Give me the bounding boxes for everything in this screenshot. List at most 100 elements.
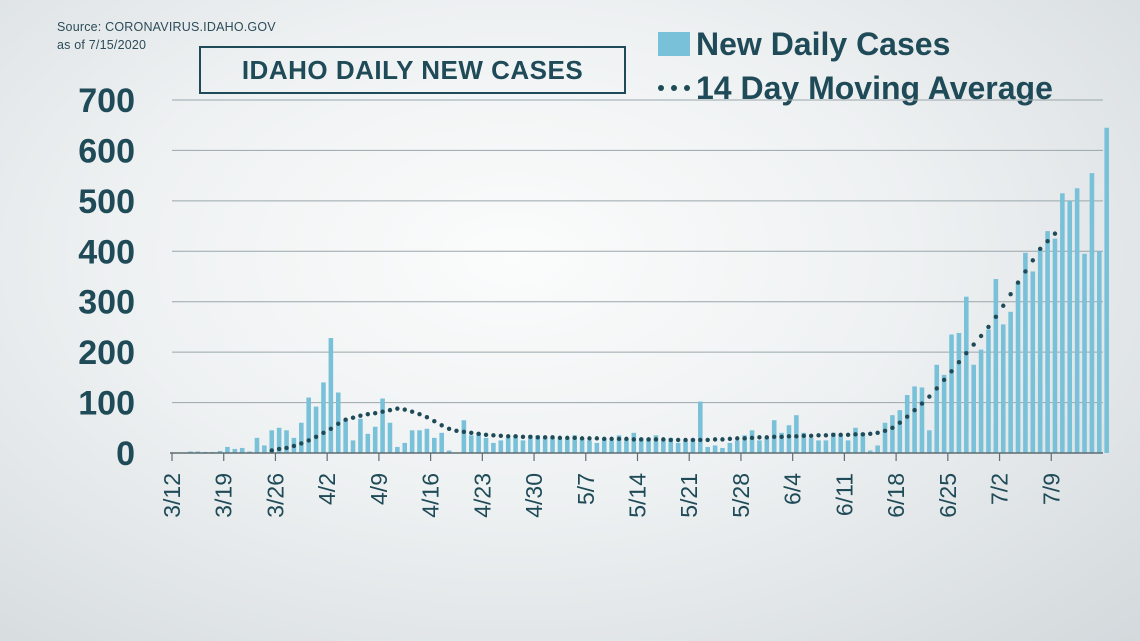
bar	[365, 433, 371, 453]
bar	[1008, 311, 1013, 453]
moving-average-point	[941, 377, 947, 383]
moving-average-point	[749, 435, 755, 441]
moving-average-point	[845, 432, 851, 438]
x-tick-label: 6/4	[780, 473, 806, 505]
bar	[232, 448, 238, 453]
moving-average-point	[890, 425, 895, 430]
x-tick-label: 4/2	[314, 473, 340, 505]
bar	[1074, 188, 1080, 453]
bar	[986, 329, 991, 453]
bar	[1023, 252, 1028, 453]
bar	[734, 440, 740, 453]
moving-average-point	[469, 430, 474, 436]
bar	[749, 430, 755, 453]
moving-average-point	[868, 431, 873, 437]
bar	[262, 445, 267, 453]
bar	[1000, 324, 1006, 453]
moving-average-point	[542, 435, 548, 440]
y-tick-label: 700	[78, 82, 135, 120]
bar	[616, 435, 622, 453]
bar	[350, 440, 356, 453]
moving-average-point	[971, 342, 976, 347]
moving-average-point	[860, 432, 866, 437]
bar	[838, 435, 843, 453]
bar	[919, 387, 925, 453]
bar	[343, 420, 348, 453]
x-tick-label: 3/12	[159, 473, 185, 518]
y-tick-label: 200	[78, 334, 135, 372]
bar	[306, 397, 311, 453]
bar	[395, 446, 400, 453]
bar	[417, 430, 422, 453]
moving-average-point	[269, 448, 274, 453]
bar	[661, 438, 666, 453]
bar	[860, 432, 866, 453]
x-tick-label: 7/2	[987, 473, 1013, 505]
bar	[587, 440, 592, 453]
bar	[757, 440, 762, 453]
bar	[483, 437, 489, 453]
bar	[1104, 127, 1109, 453]
moving-average-point	[402, 407, 407, 412]
bar	[831, 432, 836, 453]
bar	[675, 442, 681, 453]
moving-average-point	[439, 423, 444, 428]
bar	[853, 427, 858, 453]
bar	[727, 442, 733, 453]
moving-average-point	[336, 421, 341, 426]
moving-average-point	[550, 435, 555, 440]
bar	[912, 386, 917, 453]
moving-average-point	[624, 436, 629, 442]
moving-average-point	[631, 437, 637, 442]
bar	[402, 442, 408, 453]
bar	[432, 437, 437, 453]
bar	[284, 430, 289, 453]
bar	[978, 349, 984, 453]
bar	[299, 422, 304, 453]
bar	[609, 440, 614, 453]
moving-average-point	[1037, 246, 1043, 251]
y-tick-label: 400	[78, 233, 135, 271]
bar	[358, 418, 363, 453]
moving-average-point	[875, 430, 880, 436]
moving-average-point	[897, 420, 903, 425]
bar	[247, 451, 252, 453]
moving-average-point	[956, 360, 962, 365]
bar	[956, 332, 962, 453]
bar	[1089, 173, 1095, 453]
x-tick-label: 6/18	[883, 473, 909, 518]
bar	[321, 382, 326, 453]
moving-average-point	[735, 436, 740, 441]
bar	[276, 427, 282, 453]
y-tick-label: 100	[78, 385, 135, 423]
moving-average-point	[771, 434, 777, 440]
moving-average-point	[483, 432, 489, 438]
moving-average-point	[491, 433, 496, 438]
bar	[683, 440, 688, 453]
bar	[1060, 193, 1065, 454]
moving-average-point	[986, 324, 991, 330]
moving-average-point	[1023, 269, 1028, 274]
x-tick-label: 3/19	[211, 473, 237, 518]
bar	[513, 435, 518, 453]
moving-average-point	[1008, 291, 1013, 297]
moving-average-point	[838, 432, 843, 438]
bar	[794, 415, 799, 453]
moving-average-point	[978, 333, 984, 339]
moving-average-point	[446, 426, 452, 431]
bar	[313, 406, 319, 453]
moving-average-series	[269, 231, 1058, 453]
moving-average-point	[602, 436, 607, 442]
x-axis	[170, 452, 1103, 461]
moving-average-point	[794, 434, 799, 439]
legend-item-new-daily-cases: New Daily Cases	[658, 22, 1053, 66]
bar	[668, 437, 674, 453]
bar	[446, 450, 452, 453]
moving-average-point	[395, 406, 400, 411]
legend-bar-swatch	[658, 32, 690, 56]
bar	[712, 445, 718, 453]
moving-average-point	[313, 434, 319, 440]
bar	[528, 435, 533, 453]
x-tick-label: 4/30	[521, 473, 547, 518]
date-note: as of 7/15/2020	[57, 38, 147, 52]
